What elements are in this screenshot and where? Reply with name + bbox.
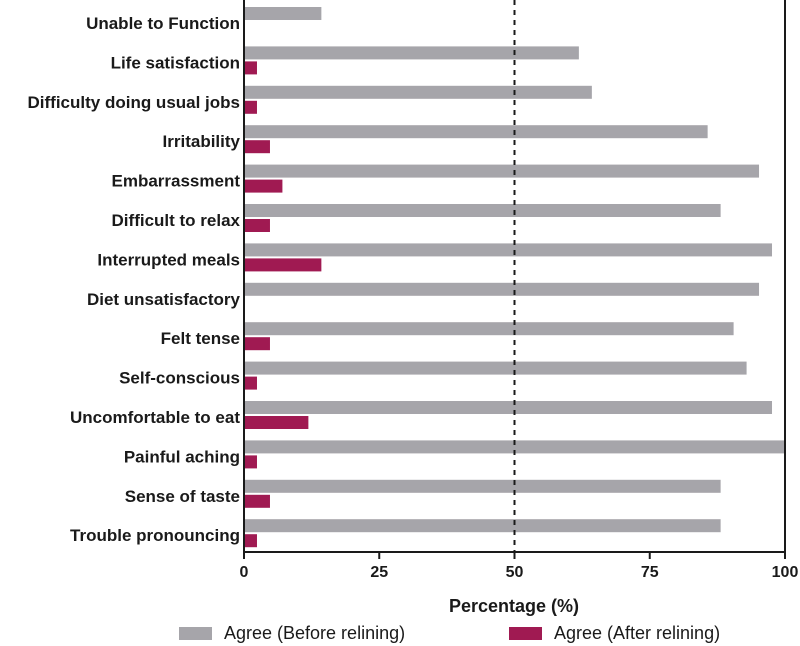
- category-labels: Unable to Function Life satisfaction Diffi…: [28, 14, 241, 545]
- bar-before: [244, 282, 760, 296]
- category-label: Embarrassment: [111, 172, 240, 191]
- bar-before: [244, 125, 708, 139]
- category-label: Felt tense: [161, 329, 240, 348]
- bar-before: [244, 519, 721, 533]
- bar-after: [244, 376, 257, 390]
- x-axis: 0 25 50 75 100: [240, 0, 799, 581]
- bar-after: [244, 258, 322, 272]
- bar-after: [244, 534, 257, 548]
- x-tick-label: 50: [506, 564, 524, 581]
- legend-label: Agree (After relining): [554, 623, 720, 643]
- bar-after: [244, 140, 270, 154]
- category-label: Painful aching: [124, 447, 240, 466]
- legend: Agree (Before relining) Agree (After reli…: [179, 623, 720, 643]
- bar-before: [244, 440, 785, 454]
- bar-before: [244, 479, 721, 493]
- category-label: Self-conscious: [119, 369, 240, 388]
- legend-swatch: [509, 627, 542, 640]
- bar-before: [244, 7, 322, 20]
- bar-before: [244, 85, 592, 99]
- category-label: Life satisfaction: [111, 53, 240, 72]
- bar-before: [244, 164, 760, 178]
- category-label: Irritability: [163, 132, 241, 151]
- bar-before: [244, 322, 734, 336]
- bar-after: [244, 179, 283, 193]
- category-label: Interrupted meals: [97, 250, 240, 269]
- bar-before: [244, 46, 579, 60]
- x-tick-label: 0: [240, 564, 249, 581]
- category-label: Difficulty doing usual jobs: [28, 93, 241, 112]
- category-label: Difficult to relax: [112, 211, 241, 230]
- x-axis-title: Percentage (%): [449, 596, 579, 616]
- category-label: Unable to Function: [86, 14, 240, 33]
- bar-after: [244, 494, 270, 508]
- bar-before: [244, 401, 773, 414]
- bar-before: [244, 361, 747, 375]
- category-label: Sense of taste: [125, 487, 240, 506]
- bar-after: [244, 100, 257, 114]
- x-tick-label: 25: [370, 564, 388, 581]
- category-label: Diet unsatisfactory: [87, 290, 241, 309]
- bar-after: [244, 61, 257, 75]
- legend-label: Agree (Before relining): [224, 623, 405, 643]
- bar-after: [244, 219, 270, 232]
- legend-swatch: [179, 627, 212, 640]
- bar-after: [244, 455, 257, 469]
- x-tick-label: 75: [641, 564, 659, 581]
- category-label: Trouble pronouncing: [70, 526, 240, 545]
- x-tick-label: 100: [772, 564, 799, 581]
- bar-before: [244, 243, 773, 257]
- bar-after: [244, 337, 270, 351]
- bars-layer: [244, 7, 785, 548]
- category-label: Uncomfortable to eat: [70, 408, 240, 427]
- bar-after: [244, 416, 309, 429]
- bar-before: [244, 204, 721, 217]
